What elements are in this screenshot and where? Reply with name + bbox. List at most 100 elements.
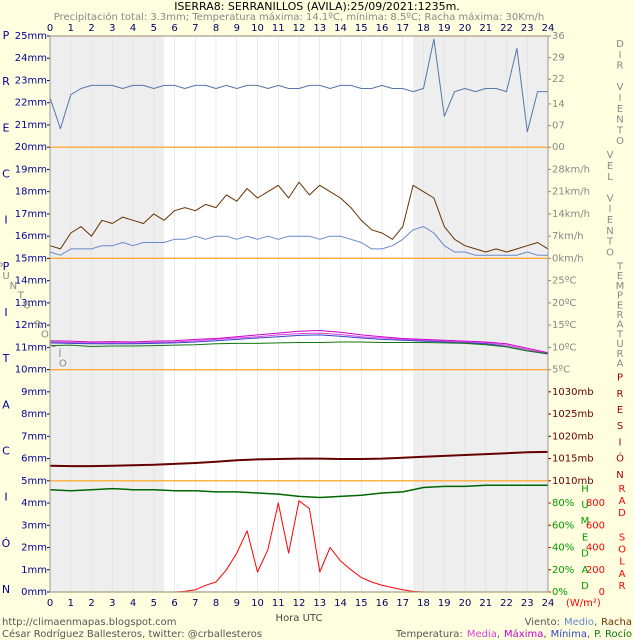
y-tick-label: 24mm [15, 53, 47, 64]
y2-tick-label: 14km/h [552, 209, 590, 220]
x-tick-label: 3 [109, 598, 115, 609]
y-tick-label: 5mm [21, 476, 47, 487]
y-tick-label: 21mm [15, 120, 47, 131]
x-tick-label: 20 [459, 23, 472, 34]
y2-tick-label: 1015mb [552, 454, 594, 465]
series-line [49, 38, 548, 133]
y-tick-label: 6mm [21, 454, 47, 465]
y2-tick-label: 36 [552, 31, 565, 42]
legend-separator: , [497, 629, 500, 640]
x-tick-label: 6 [171, 598, 177, 609]
x-tick-label: 9 [234, 598, 240, 609]
x-tick-label: 21 [479, 598, 492, 609]
y2-tick-label: 25ºC [552, 276, 576, 287]
x-tick-label: 6 [171, 23, 177, 34]
x-tick-label: 2 [88, 598, 94, 609]
panel-label: VEL VIENTO [606, 150, 614, 258]
x-tick-label: 13 [313, 23, 326, 34]
legend-entry: Medio [564, 617, 594, 628]
x-tick-label: 9 [234, 23, 240, 34]
footer-url: http://climaenmapas.blogspot.com [2, 617, 177, 628]
y2-tick-label: 22 [552, 74, 565, 85]
x-tick-label: 22 [500, 598, 513, 609]
y2-tick-label: 0% [552, 587, 568, 598]
chart-title: ISERRA8: SERRANILLOS (AVILA):25/09/2021:… [174, 0, 460, 13]
x-tick-label: 17 [396, 23, 409, 34]
legend: Viento: Medio, Racha [525, 617, 632, 628]
x-tick-label: 16 [376, 598, 389, 609]
x-tick-label: 18 [417, 23, 430, 34]
series-line [49, 484, 548, 499]
y2-tick-label: 1025mb [552, 409, 594, 420]
y2-tick-label: 0 [599, 587, 605, 598]
y2-tick-label: 14 [552, 99, 565, 110]
x-tick-label: 12 [293, 598, 306, 609]
x-tick-label: 15 [355, 23, 368, 34]
y-tick-label: 14mm [15, 276, 47, 287]
x-tick-label: 18 [417, 598, 430, 609]
x-tick-label: 1 [68, 23, 74, 34]
y-tick-label: 22mm [15, 98, 47, 109]
x-tick-label: 20 [459, 598, 472, 609]
x-tick-label: 17 [396, 598, 409, 609]
y2-tick-label: 07 [552, 121, 565, 132]
y2-tick-label: 40% [552, 543, 574, 554]
legend-entry: Máxima [504, 628, 543, 640]
x-tick-label: 19 [438, 23, 451, 34]
x-tick-label: 4 [130, 23, 136, 34]
x-tick-label: 12 [293, 23, 306, 34]
y-tick-label: 17mm [15, 209, 47, 220]
plot-frame [49, 35, 549, 593]
y-tick-label: 15mm [15, 253, 47, 264]
y-tick-label: 3mm [21, 520, 47, 531]
y-tick-label: 19mm [15, 164, 47, 175]
y2-tick-label: 0km/h [552, 253, 584, 264]
y-axis-label: PRECIPITACIÓN [2, 29, 11, 596]
y2-tick-label: 29 [552, 53, 565, 64]
x-axis-label: Hora UTC [276, 613, 323, 624]
y2-tick-label: 28km/h [552, 164, 590, 175]
x-tick-label: 24 [542, 23, 555, 34]
series-line [49, 341, 549, 355]
unit-label: (W/m²) [566, 598, 601, 609]
x-tick-label: 8 [213, 598, 219, 609]
x-tick-label: 11 [272, 598, 285, 609]
x-tick-label: 21 [479, 23, 492, 34]
y2-tick-label: 21km/h [552, 187, 590, 198]
y-tick-label: 23mm [15, 75, 47, 86]
legend-entry: Mínima [551, 628, 587, 640]
y-tick-label: 9mm [21, 387, 47, 398]
y-tick-label: 4mm [21, 498, 47, 509]
y-tick-label: 20mm [15, 142, 47, 153]
y2-tick-label: 20% [552, 565, 574, 576]
legend-entry: Racha [601, 617, 632, 628]
y-tick-label: 1mm [21, 565, 47, 576]
y2-tick-label: 5ºC [552, 365, 570, 376]
y-tick-label: 12mm [15, 320, 47, 331]
plot-background [49, 36, 549, 592]
x-tick-label: 5 [151, 23, 157, 34]
x-tick-label: 14 [334, 598, 347, 609]
y2-tick-label: 1030mb [552, 387, 594, 398]
y2-tick-label: 7km/h [552, 231, 584, 242]
x-tick-label: 8 [213, 23, 219, 34]
y-tick-label: 8mm [21, 409, 47, 420]
legend-entry: P. Rocío [594, 628, 632, 640]
series-line [49, 330, 549, 354]
y2-tick-label: 00 [552, 142, 565, 153]
panel-label: HUMEDAD [581, 484, 590, 592]
y2-tick-label: 15ºC [552, 320, 576, 331]
x-tick-label: 5 [151, 598, 157, 609]
legend-title: Viento: [525, 617, 560, 628]
x-tick-label: 2 [88, 23, 94, 34]
panel-label: DIR VIENTO [616, 39, 624, 147]
x-tick-label: 0 [47, 598, 53, 609]
x-tick-label: 23 [521, 598, 534, 609]
legend-separator: , [587, 629, 590, 640]
y-tick-label: 13mm [15, 298, 47, 309]
panel-label: PRESIÓN [616, 373, 624, 481]
series-line [49, 226, 548, 256]
x-tick-label: 19 [438, 598, 451, 609]
x-tick-label: 16 [376, 23, 389, 34]
